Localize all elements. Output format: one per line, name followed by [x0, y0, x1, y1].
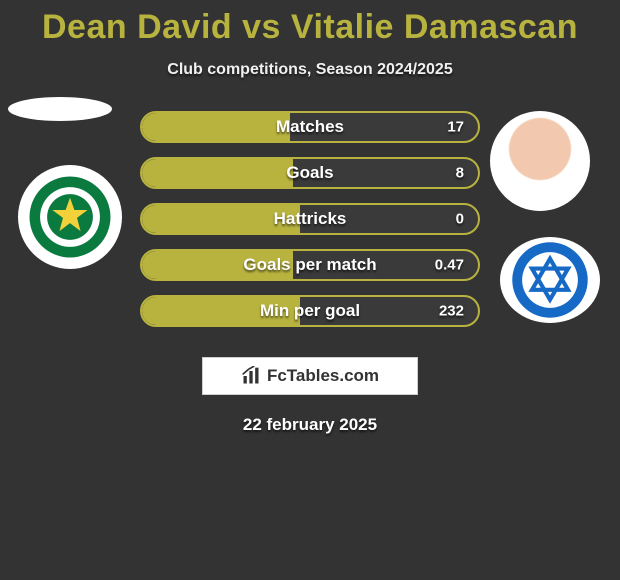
stat-bar-value-right: 0	[456, 211, 464, 228]
stat-bar: Goals8	[140, 157, 480, 189]
stat-bars: Matches17 Goals8 Hattricks0 Goals per match…	[140, 111, 480, 341]
comparison-title: Dean David vs Vitalie Damascan	[0, 0, 620, 47]
player-left-avatar	[8, 97, 112, 121]
brand-label: FcTables.com	[267, 366, 379, 386]
comparison-subtitle: Club competitions, Season 2024/2025	[0, 61, 620, 79]
stat-bar-label: Matches	[142, 117, 478, 137]
stat-bar-value-right: 8	[456, 165, 464, 182]
comparison-stage: MACCABI Matches17 Goals8 Hattricks0 Goals p…	[0, 111, 620, 341]
stat-bar-label: Goals	[142, 163, 478, 183]
svg-text:MACCABI: MACCABI	[53, 180, 86, 187]
stat-bar: Goals per match0.47	[140, 249, 480, 281]
comparison-date: 22 february 2025	[0, 415, 620, 435]
stat-bar-value-right: 232	[439, 303, 464, 320]
stat-bar-value-right: 0.47	[435, 257, 464, 274]
club-right-badge	[500, 237, 600, 323]
club-left-badge-icon: MACCABI	[26, 173, 114, 261]
stat-bar-label: Goals per match	[142, 255, 478, 275]
club-left-badge: MACCABI	[18, 165, 122, 269]
brand-pill[interactable]: FcTables.com	[202, 357, 418, 395]
player-right-avatar	[490, 111, 590, 211]
stat-bar-value-right: 17	[447, 119, 464, 136]
stat-bar: Min per goal232	[140, 295, 480, 327]
chart-bar-icon	[241, 366, 261, 386]
stat-bar-label: Min per goal	[142, 301, 478, 321]
stat-bar: Hattricks0	[140, 203, 480, 235]
club-right-badge-icon	[509, 239, 591, 321]
stat-bar-label: Hattricks	[142, 209, 478, 229]
stat-bar: Matches17	[140, 111, 480, 143]
